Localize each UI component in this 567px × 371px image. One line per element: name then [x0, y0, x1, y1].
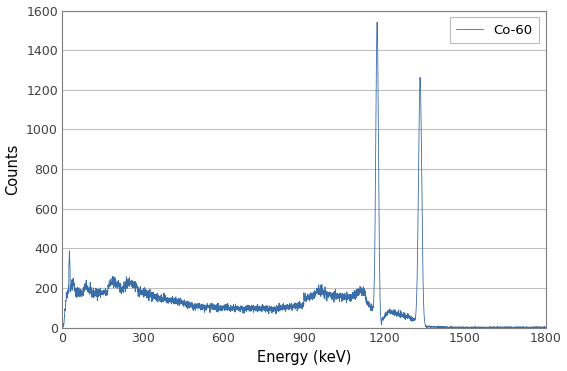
- Legend: Co-60: Co-60: [450, 17, 539, 43]
- Y-axis label: Counts: Counts: [6, 144, 20, 195]
- X-axis label: Energy (keV): Energy (keV): [257, 351, 351, 365]
